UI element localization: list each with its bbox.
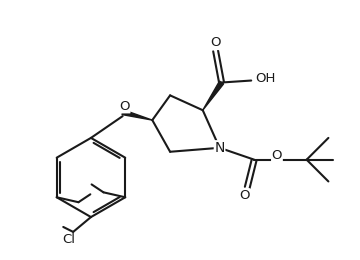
- Text: O: O: [272, 149, 282, 162]
- Text: O: O: [210, 36, 221, 49]
- Text: Cl: Cl: [63, 233, 76, 246]
- Text: OH: OH: [255, 72, 275, 85]
- Polygon shape: [203, 81, 224, 110]
- Text: O: O: [239, 189, 249, 202]
- Text: N: N: [215, 141, 225, 155]
- Text: O: O: [120, 100, 130, 113]
- Polygon shape: [122, 110, 152, 120]
